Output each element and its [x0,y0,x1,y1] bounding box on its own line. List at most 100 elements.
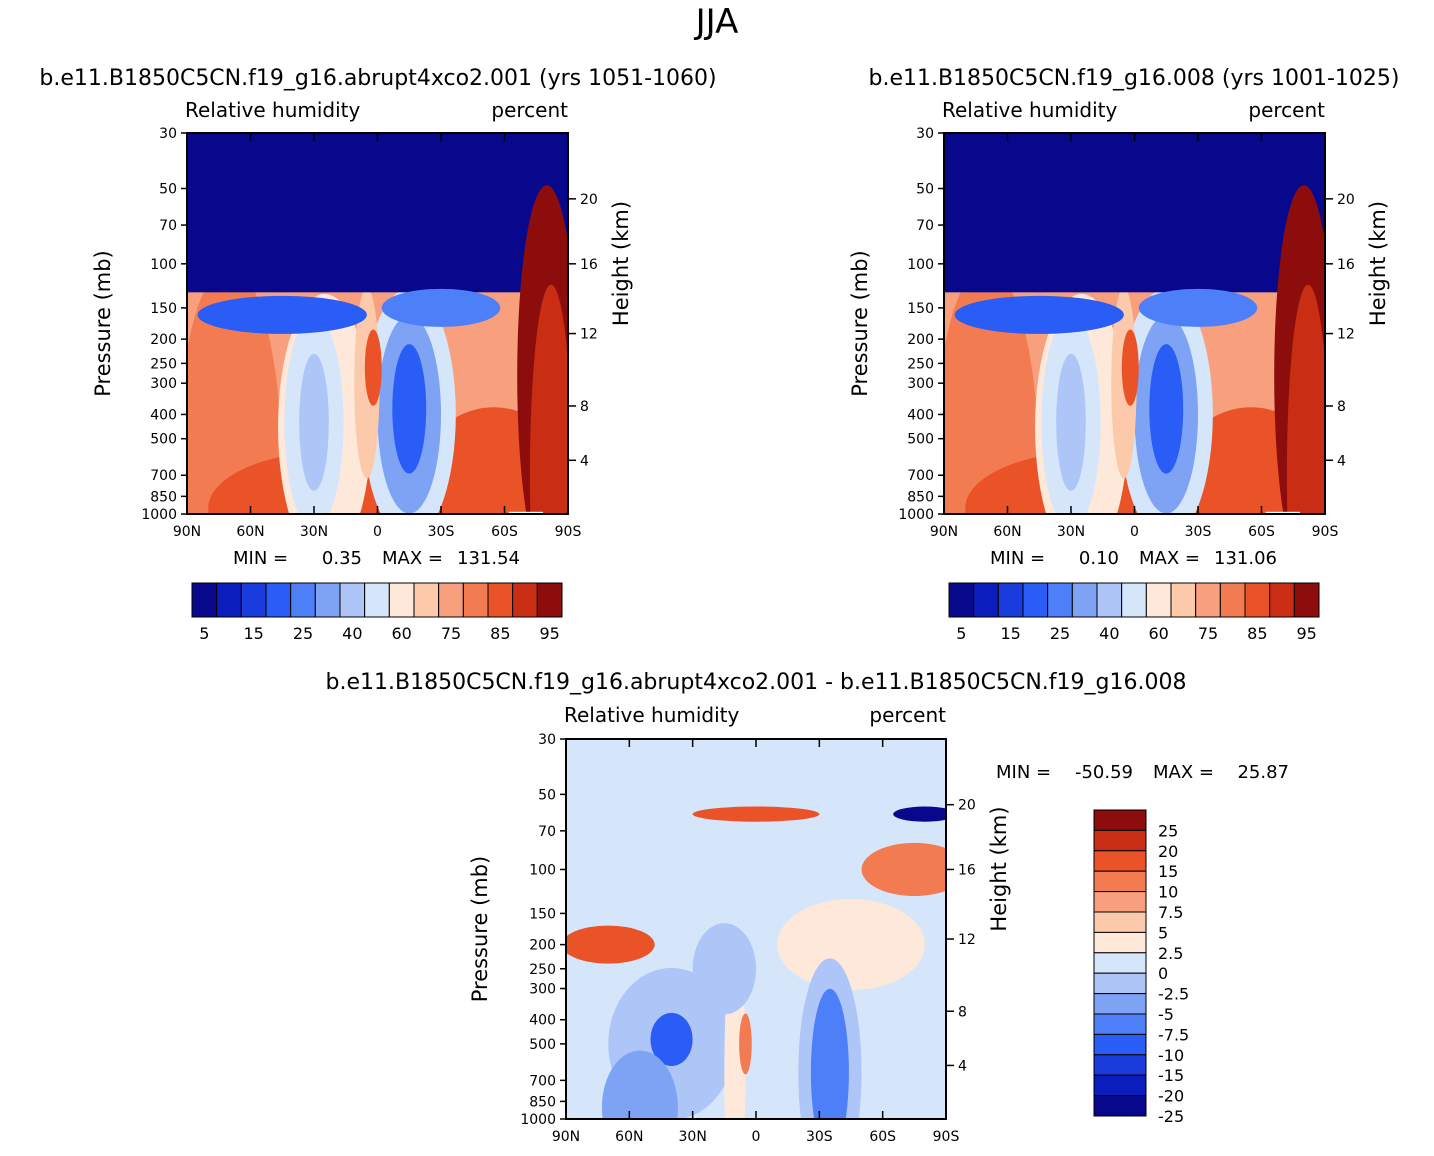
variable-name: Relative humidity [942,98,1117,122]
pressure-tick-label: 150 [907,301,934,317]
field-itcz-upper [1121,329,1139,406]
field-north-200-moist [566,925,655,964]
colorbar-label: 85 [490,624,510,643]
lat-tick-label: 60S [491,524,518,540]
pressure-tick-label: 850 [529,1094,556,1110]
lat-tick-label: 90N [552,1129,580,1145]
contour-field-panel_diff [566,739,946,1119]
lat-tick-label: 90S [555,524,582,540]
pressure-tick-label: 500 [529,1037,556,1053]
pressure-tick-label: 50 [538,787,556,803]
colorbar-label: 40 [1099,624,1119,643]
lat-tick-label: 30N [679,1129,707,1145]
min-value: -50.59 [1075,762,1133,783]
max-label: MAX = [382,548,443,569]
colorbar-swatch [1145,582,1172,618]
max-value: 25.87 [1237,762,1289,783]
pressure-tick-label: 1000 [898,507,934,523]
field-upper-south-moist [861,842,946,897]
variable-name: Relative humidity [185,98,360,122]
field-upper-south-dry [893,806,946,822]
colorbar-swatch [216,582,242,618]
pressure-tick-label: 250 [529,962,556,978]
colorbar-swatch [1293,582,1320,618]
field-subtropic-north-core [299,353,329,491]
lat-tick-label: 30S [428,524,455,540]
height-tick-label: 8 [958,1004,967,1020]
colorbar-swatch [1195,582,1221,618]
field-subtropic-south-core [392,344,427,474]
colorbar-swatch [1093,1095,1147,1117]
colorbar-swatch [462,582,489,618]
colorbar-label: 15 [243,624,263,643]
pressure-tick-label: 500 [150,432,177,448]
height-tick-label: 8 [1337,399,1346,415]
colorbar-label: 60 [1148,624,1168,643]
min-label: MIN = [990,548,1045,569]
y-axis-label: Pressure (mb) [91,250,115,397]
pressure-tick-label: 100 [907,257,934,273]
colorbar-swatch [973,582,999,618]
pressure-tick-label: 100 [150,257,177,273]
panel-panel_a [181,132,576,618]
field-mid-north-core [650,1012,693,1067]
colorbar-panel_b [948,582,1320,618]
field-mid-south-core [810,988,849,1119]
min-value: 0.10 [1079,548,1119,569]
colorbar-panel_a [191,582,563,618]
max-label: MAX = [1153,762,1214,783]
field-equator-core [739,1013,752,1075]
variable-units: percent [491,98,568,122]
colorbar-swatch [413,582,440,618]
colorbar-panel_diff [1093,809,1147,1117]
lat-tick-label: 0 [1130,524,1139,540]
field-low-north-dry [601,1050,678,1119]
lat-tick-label: 0 [752,1129,761,1145]
colorbar-swatch [1093,952,1147,974]
colorbar-label: -2.5 [1158,985,1189,1004]
colorbar-swatch [1093,911,1147,933]
colorbar-swatch [1093,870,1147,893]
height-tick-label: 16 [958,862,976,878]
colorbar-swatch [265,582,292,618]
pressure-tick-label: 30 [159,126,177,142]
height-tick-label: 16 [580,257,598,273]
colorbar-label: 95 [539,624,559,643]
pressure-tick-label: 70 [916,218,934,234]
field-tropopause-moist [692,806,820,822]
colorbar-swatch [1093,829,1147,852]
height-tick-label: 20 [580,192,598,208]
field-strat-dry [944,133,1325,293]
lat-tick-label: 90S [933,1129,960,1145]
colorbar-swatch [1244,582,1271,618]
pressure-tick-label: 50 [159,182,177,198]
field-missing [508,511,544,514]
colorbar-label: -7.5 [1158,1025,1189,1044]
field-tropopause-south [1138,288,1258,327]
colorbar-swatch [290,582,316,618]
colorbar-swatch [438,582,464,618]
pressure-tick-label: 250 [907,356,934,372]
height-tick-label: 20 [1337,192,1355,208]
colorbar-swatch [1047,582,1073,618]
colorbar-swatch [512,582,538,618]
contour-field-panel_b [944,133,1325,514]
lat-tick-label: 30N [300,524,328,540]
pressure-tick-label: 700 [907,468,934,484]
colorbar-swatch [191,582,218,618]
colorbar-swatch [1096,582,1123,618]
colorbar-swatch [948,582,975,618]
lat-tick-label: 90N [930,524,958,540]
height-tick-label: 4 [958,1058,967,1074]
panel-title: b.e11.B1850C5CN.f19_g16.abrupt4xco2.001 … [326,670,1187,695]
colorbar-label: -15 [1158,1066,1184,1085]
height-tick-label: 20 [958,798,976,814]
field-subtropic-south-core [1149,344,1184,474]
colorbar-swatch [1121,582,1147,618]
colorbar-label: 7.5 [1158,903,1183,922]
colorbar-swatch [1093,972,1147,995]
pressure-tick-label: 70 [538,824,556,840]
lat-tick-label: 90N [173,524,201,540]
field-strat-dry [187,133,568,293]
colorbar-swatch [536,582,563,618]
